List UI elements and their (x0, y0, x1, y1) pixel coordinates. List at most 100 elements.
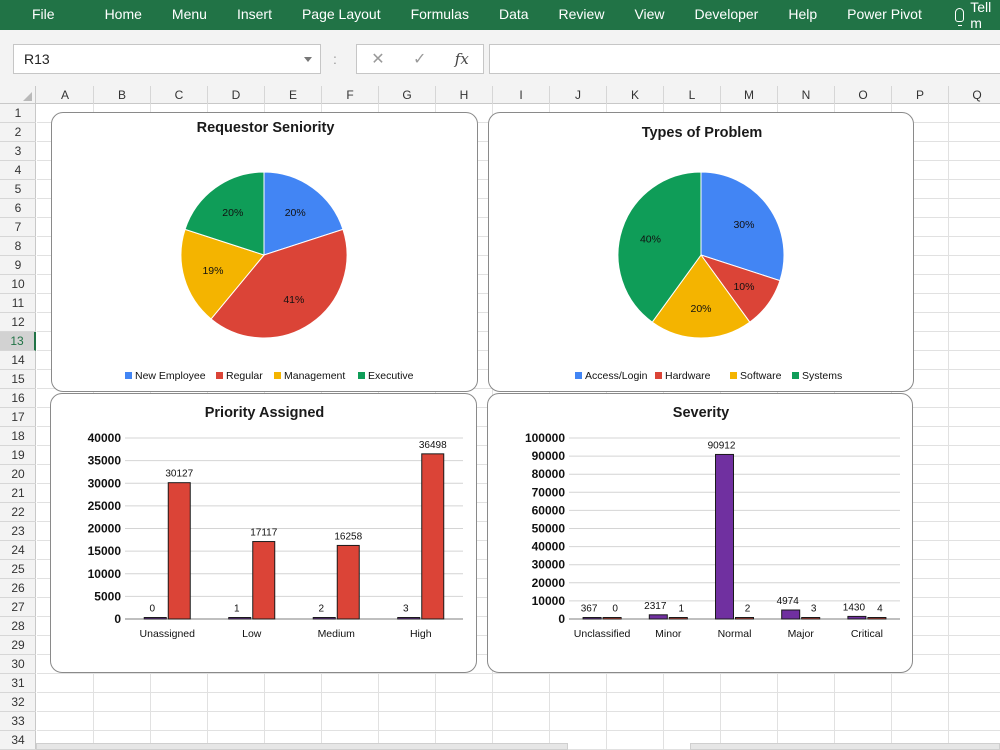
column-header-i[interactable]: I (493, 86, 550, 104)
y-tick-label: 35000 (88, 454, 122, 468)
chart-severity[interactable]: Severity 0 10000 20000 30000 40000 50000 60000 7… (487, 393, 913, 673)
y-tick-label: 20000 (88, 522, 122, 536)
row-header-33[interactable]: 33 (0, 712, 36, 731)
ribbon-tab-formulas[interactable]: Formulas (410, 6, 469, 22)
row-header-22[interactable]: 22 (0, 503, 36, 522)
row-header-15[interactable]: 15 (0, 370, 36, 389)
check-icon[interactable]: ✓ (412, 51, 427, 68)
row-header-3[interactable]: 3 (0, 142, 36, 161)
row-header-21[interactable]: 21 (0, 484, 36, 503)
bar-normal-s1 (735, 617, 754, 620)
row-header-4[interactable]: 4 (0, 161, 36, 180)
row-header-16[interactable]: 16 (0, 389, 36, 408)
column-header-k[interactable]: K (607, 86, 664, 104)
column-header-p[interactable]: P (892, 86, 949, 104)
y-tick-label: 80000 (532, 467, 566, 481)
column-header-n[interactable]: N (778, 86, 835, 104)
row-header-25[interactable]: 25 (0, 560, 36, 579)
row-header-34[interactable]: 34 (0, 731, 36, 750)
ribbon-tab-developer[interactable]: Developer (694, 6, 759, 22)
bar-unclassified-s1 (602, 617, 622, 620)
column-header-m[interactable]: M (721, 86, 778, 104)
column-header-c[interactable]: C (151, 86, 208, 104)
row-header-5[interactable]: 5 (0, 180, 36, 199)
column-header-e[interactable]: E (265, 86, 322, 104)
row-header-27[interactable]: 27 (0, 598, 36, 617)
row-header-19[interactable]: 19 (0, 446, 36, 465)
row-header-7[interactable]: 7 (0, 218, 36, 237)
formula-bar-separator: : (333, 51, 337, 67)
ribbon-tab-insert[interactable]: Insert (236, 6, 272, 22)
bar-minor-s1 (668, 617, 688, 620)
row-header-8[interactable]: 8 (0, 237, 36, 256)
bar-unassigned-s0 (143, 617, 167, 620)
row-header-13[interactable]: 13 (0, 332, 36, 351)
row-header-28[interactable]: 28 (0, 617, 36, 636)
bar-major-s0 (781, 609, 801, 620)
column-header-o[interactable]: O (835, 86, 892, 104)
column-header-d[interactable]: D (208, 86, 265, 104)
row-header-29[interactable]: 29 (0, 636, 36, 655)
row-header-31[interactable]: 31 (0, 674, 36, 693)
row-header-1[interactable]: 1 (0, 104, 36, 123)
horizontal-scrollbar[interactable] (690, 743, 1000, 750)
ribbon-tab-help[interactable]: Help (788, 6, 818, 22)
column-header-a[interactable]: A (37, 86, 94, 104)
bar-critical-s1 (867, 617, 887, 620)
x-tick-label-minor: Minor (655, 628, 682, 640)
row-header-17[interactable]: 17 (0, 408, 36, 427)
ribbon-tab-home[interactable]: Home (104, 6, 142, 22)
y-tick-label: 40000 (88, 431, 122, 445)
row-header-20[interactable]: 20 (0, 465, 36, 484)
pie-slice-software (651, 254, 751, 339)
chart-requestor-seniority[interactable]: Requestor Seniority 20% 41% 19% 20% New Emplo… (51, 112, 478, 392)
row-header-30[interactable]: 30 (0, 655, 36, 674)
row-header-24[interactable]: 24 (0, 541, 36, 560)
name-box[interactable]: R13 (13, 44, 321, 74)
y-tick-label: 100000 (525, 431, 565, 445)
tell-me-box[interactable]: Tell m (937, 0, 1000, 31)
chart-priority-assigned[interactable]: Priority Assigned 0 5000 10000 15000 20000 250… (50, 393, 477, 673)
row-header-9[interactable]: 9 (0, 256, 36, 275)
ribbon-tab-view[interactable]: View (634, 6, 665, 22)
chevron-down-icon[interactable] (304, 57, 312, 62)
row-header-18[interactable]: 18 (0, 427, 36, 446)
y-tick-label: 0 (114, 612, 121, 626)
row-header-2[interactable]: 2 (0, 123, 36, 142)
data-label-high-s1: 36498 (419, 440, 447, 451)
legend-swatch-systems (792, 372, 799, 379)
ribbon-tab-file[interactable]: File (32, 6, 55, 22)
legend-label-executive: Executive (368, 370, 414, 382)
row-header-23[interactable]: 23 (0, 522, 36, 541)
column-header-j[interactable]: J (550, 86, 607, 104)
insert-function-icon[interactable]: fx (454, 50, 469, 68)
formula-input[interactable] (489, 44, 1000, 74)
row-header-26[interactable]: 26 (0, 579, 36, 598)
column-header-h[interactable]: H (436, 86, 493, 104)
ribbon-tab-review[interactable]: Review (558, 6, 605, 22)
row-header-12[interactable]: 12 (0, 313, 36, 332)
row-header-10[interactable]: 10 (0, 275, 36, 294)
row-header-6[interactable]: 6 (0, 199, 36, 218)
column-header-b[interactable]: B (94, 86, 151, 104)
select-all-corner[interactable] (0, 86, 36, 104)
row-header-14[interactable]: 14 (0, 351, 36, 370)
x-tick-label-low: Low (242, 628, 262, 640)
types-of-problem-svg: Types of Problem 30% 10% 20% 40% Access/Login… (575, 125, 842, 382)
column-header-f[interactable]: F (322, 86, 379, 104)
chart-types-of-problem[interactable]: Types of Problem 30% 10% 20% 40% Access/Login… (488, 112, 914, 392)
row-header-11[interactable]: 11 (0, 294, 36, 313)
data-label-critical-s1: 4 (877, 604, 883, 615)
cancel-icon[interactable]: ✕ (371, 51, 385, 68)
column-header-l[interactable]: L (664, 86, 721, 104)
column-header-g[interactable]: G (379, 86, 436, 104)
requestor-seniority-svg: Requestor Seniority 20% 41% 19% 20% New Emplo… (125, 120, 414, 382)
ribbon-tab-power-pivot[interactable]: Power Pivot (847, 6, 922, 22)
y-tick-label: 90000 (532, 449, 566, 463)
ribbon-tab-data[interactable]: Data (498, 6, 529, 22)
column-header-q[interactable]: Q (949, 86, 1000, 104)
sheet-tabs-scrollbar[interactable] (36, 743, 568, 750)
ribbon-tab-menu[interactable]: Menu (171, 6, 207, 22)
ribbon-tab-page-layout[interactable]: Page Layout (301, 6, 381, 22)
row-header-32[interactable]: 32 (0, 693, 36, 712)
